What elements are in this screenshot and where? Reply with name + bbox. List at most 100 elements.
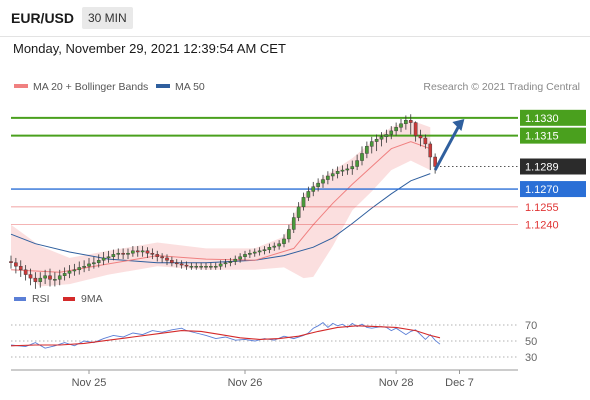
datetime-label: Monday, November 29, 2021 12:39:54 AM CE…: [13, 41, 286, 56]
ma20-line: [10, 141, 431, 273]
candle-body: [23, 269, 28, 275]
candle-body: [28, 274, 33, 279]
level-label: 1.1240: [525, 220, 559, 232]
rsi-legend-label: RSI: [32, 293, 50, 305]
candle-body: [140, 250, 145, 253]
symbol-label: EUR/USD: [11, 10, 75, 26]
candle-body: [394, 127, 398, 132]
candle-body: [96, 260, 101, 263]
candle-body: [184, 264, 189, 267]
candle-body: [345, 168, 350, 171]
candle-body: [423, 137, 428, 145]
candle-body: [14, 262, 18, 267]
candle-body: [209, 266, 213, 268]
candle-body: [267, 247, 272, 250]
candle-body: [111, 254, 116, 257]
candle-body: [326, 175, 330, 180]
candle-body: [399, 123, 403, 128]
ma50-legend-label: MA 50: [175, 81, 205, 93]
x-tick-label: Nov 25: [72, 377, 107, 389]
candle-body: [18, 266, 23, 271]
candle-body: [121, 252, 125, 255]
candle-body: [189, 266, 194, 268]
candle-body: [82, 266, 86, 268]
level-tag: [520, 109, 586, 126]
candle-body: [194, 266, 199, 268]
last-price-tag: [520, 158, 586, 175]
candle-body: [101, 257, 106, 261]
candle-body: [77, 267, 82, 271]
level-label: 1.1315: [525, 131, 559, 143]
candle-body: [213, 266, 218, 268]
candle-body: [369, 141, 374, 147]
timeframe-selector[interactable]: 30 MIN: [82, 7, 133, 29]
candle-body: [9, 261, 13, 263]
candle-body: [126, 252, 130, 255]
candle-body: [72, 269, 77, 272]
candle-body: [355, 160, 359, 167]
rsi-tick-label: 50: [525, 336, 537, 348]
candle-body: [218, 263, 223, 267]
ma9-legend-label: 9MA: [81, 293, 103, 305]
candle-body: [248, 252, 252, 255]
candle-body: [257, 250, 262, 253]
ma50-line: [10, 173, 431, 264]
candle-body: [277, 243, 281, 247]
candle-body: [179, 263, 184, 266]
rsi-panel: 70 50 30: [10, 320, 537, 364]
price-panel: 1.1330 1.1315 1.1289 1.1270 1.1255 1.1240: [9, 109, 586, 289]
ma20-legend-label: MA 20 + Bollinger Bands: [33, 81, 148, 93]
level-tag: [520, 181, 586, 198]
candle-body: [408, 119, 413, 123]
candle-body: [57, 275, 62, 280]
candle-body: [433, 156, 437, 167]
candle-body: [413, 122, 418, 136]
ma50-legend-swatch: [156, 84, 170, 88]
candle-body: [87, 263, 91, 267]
candle-body: [379, 136, 384, 140]
level-label: 1.1255: [525, 202, 559, 214]
candle-body: [150, 252, 155, 255]
candle-body: [155, 254, 160, 257]
candle-body: [62, 273, 67, 276]
forecast-arrow-shaft: [433, 124, 461, 171]
candle-body: [33, 277, 38, 282]
candle-body: [404, 119, 408, 124]
candle-body: [316, 182, 320, 187]
ma20-legend-swatch: [14, 84, 28, 88]
candle-body: [131, 250, 135, 254]
candle-body: [238, 256, 242, 260]
candle-body: [170, 260, 174, 263]
candle-body: [262, 249, 267, 252]
candle-body: [160, 256, 164, 259]
x-tick-label: Nov 26: [228, 377, 263, 389]
x-axis: Nov 25 Nov 26 Nov 28 Dec 7: [72, 370, 474, 389]
candle-body: [243, 254, 247, 257]
bollinger-band: [11, 120, 431, 287]
candle-body: [252, 251, 257, 254]
candle-body: [282, 238, 286, 244]
candle-body: [145, 250, 150, 254]
ma9-legend-swatch: [63, 297, 75, 301]
level-label: 1.1270: [525, 184, 559, 196]
candle-body: [306, 191, 311, 198]
candle-body: [135, 250, 140, 253]
candle-body: [199, 266, 203, 268]
candle-body: [291, 217, 296, 230]
candle-body: [165, 257, 169, 261]
research-credit: Research © 2021 Trading Central: [423, 81, 580, 93]
candle-body: [296, 206, 301, 218]
candle-body: [116, 252, 121, 255]
candle-body: [428, 143, 433, 158]
candle-body: [92, 262, 96, 265]
candle-body: [360, 153, 364, 161]
candle-body: [330, 173, 335, 177]
candle-body: [340, 169, 345, 172]
candle-body: [228, 261, 233, 263]
x-tick-label: Dec 7: [445, 377, 474, 389]
candle-body: [311, 186, 316, 192]
candle-body: [233, 258, 238, 262]
x-tick-label: Nov 28: [379, 377, 414, 389]
rsi-legend-swatch: [14, 297, 26, 301]
